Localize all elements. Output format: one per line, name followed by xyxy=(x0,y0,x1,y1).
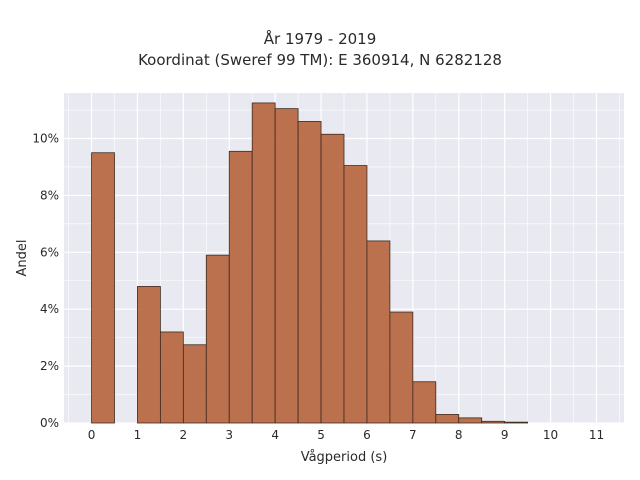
x-tick-label: 2 xyxy=(180,428,188,442)
histogram-bar xyxy=(412,381,437,424)
x-axis-label: Vågperiod (s) xyxy=(301,450,388,465)
x-tick-label: 8 xyxy=(455,428,463,442)
y-tick-label: 6% xyxy=(40,245,59,259)
x-tick-label: 7 xyxy=(409,428,417,442)
x-tick-label: 9 xyxy=(501,428,509,442)
histogram-bar xyxy=(343,165,368,424)
histogram-bar xyxy=(159,331,184,424)
y-tick-label: 2% xyxy=(40,359,59,373)
chart-title-line-1: År 1979 - 2019 xyxy=(263,30,377,48)
histogram-bar xyxy=(91,152,115,424)
x-tick-label: 0 xyxy=(88,428,96,442)
y-tick-label: 0% xyxy=(40,416,59,430)
y-tick-label: 4% xyxy=(40,302,59,316)
bars xyxy=(91,102,529,424)
y-tick-label: 10% xyxy=(32,132,59,146)
y-tick-label: 8% xyxy=(40,188,59,202)
histogram-bar xyxy=(366,240,391,424)
histogram-bar xyxy=(182,344,207,424)
x-tick-label: 10 xyxy=(543,428,558,442)
x-axis-ticks: 0 1 2 3 4 5 6 7 8 9 10 11 xyxy=(88,428,604,442)
x-tick-label: 5 xyxy=(317,428,325,442)
histogram-bar xyxy=(320,133,345,424)
x-tick-label: 6 xyxy=(363,428,371,442)
histogram-bar xyxy=(481,420,506,424)
histogram-bar xyxy=(228,150,253,424)
x-tick-label: 11 xyxy=(589,428,604,442)
histogram-bar xyxy=(389,311,414,424)
histogram-bar xyxy=(205,254,230,424)
histogram-bar xyxy=(504,421,529,424)
x-tick-label: 3 xyxy=(225,428,233,442)
y-axis-ticks: 0% 2% 4% 6% 8% 10% xyxy=(32,132,59,430)
histogram-bar xyxy=(297,121,322,424)
x-tick-label: 4 xyxy=(271,428,279,442)
chart-title-line-2: Koordinat (Sweref 99 TM): E 360914, N 62… xyxy=(138,51,502,69)
y-axis-label: Andel xyxy=(15,240,30,277)
x-tick-label: 1 xyxy=(134,428,142,442)
histogram-bar xyxy=(458,417,483,424)
histogram-bar xyxy=(274,108,299,424)
histogram-bar xyxy=(435,414,460,424)
histogram-bar xyxy=(251,102,276,424)
histogram-bar xyxy=(137,286,161,424)
